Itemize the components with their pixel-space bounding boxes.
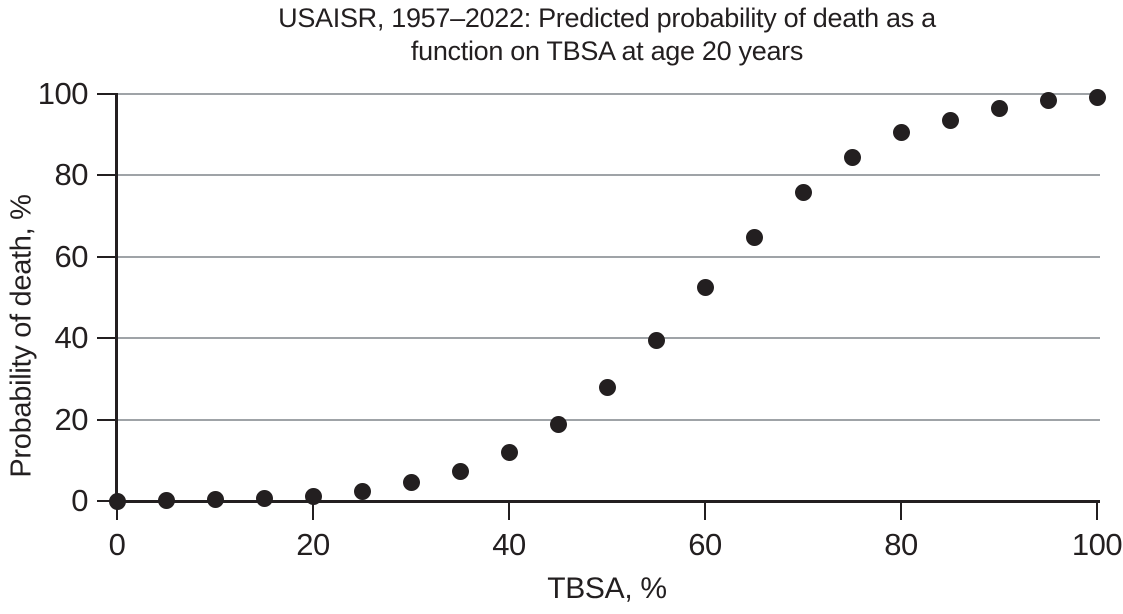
x-tick xyxy=(116,501,118,520)
data-point xyxy=(843,149,861,167)
y-gridline xyxy=(117,256,1100,258)
y-tick xyxy=(97,93,117,95)
data-point xyxy=(206,491,224,509)
chart-title-line1: USAISR, 1957–2022: Predicted probability… xyxy=(278,3,936,33)
y-tick xyxy=(97,337,117,339)
y-tick-label: 20 xyxy=(54,402,89,437)
chart-title-line2: function on TBSA at age 20 years xyxy=(410,36,804,66)
data-point xyxy=(108,492,126,510)
data-point xyxy=(990,99,1008,117)
data-point xyxy=(598,379,616,397)
data-point xyxy=(1039,92,1057,110)
x-axis-title: TBSA, % xyxy=(547,572,667,605)
x-tick xyxy=(312,501,314,520)
data-point xyxy=(647,332,665,350)
data-point xyxy=(255,490,273,508)
data-point xyxy=(451,463,469,481)
x-tick-label: 100 xyxy=(1071,527,1123,562)
y-axis-line xyxy=(115,93,118,504)
x-tick-label: 0 xyxy=(108,527,126,562)
data-point xyxy=(402,474,420,492)
y-tick-label: 40 xyxy=(54,320,89,355)
y-tick-label: 60 xyxy=(54,239,89,274)
y-tick-label: 80 xyxy=(54,157,89,192)
y-tick xyxy=(97,419,117,421)
x-tick xyxy=(1096,501,1098,520)
data-point xyxy=(500,443,518,461)
x-tick xyxy=(900,501,902,520)
data-point xyxy=(941,111,959,129)
data-point xyxy=(157,492,175,510)
y-tick xyxy=(97,174,117,176)
x-tick-label: 40 xyxy=(492,527,526,562)
data-point xyxy=(304,488,322,506)
y-tick-label: 0 xyxy=(71,483,88,518)
y-gridline xyxy=(117,419,1100,421)
chart-title: USAISR, 1957–2022: Predicted probability… xyxy=(107,2,1107,68)
x-tick-label: 60 xyxy=(688,527,722,562)
data-point xyxy=(794,183,812,201)
data-point xyxy=(1088,89,1106,107)
y-gridline xyxy=(117,337,1100,339)
y-tick xyxy=(97,500,117,502)
data-point xyxy=(696,279,714,297)
y-tick-label: 100 xyxy=(37,76,89,111)
data-point xyxy=(549,415,567,433)
x-tick xyxy=(704,501,706,520)
y-gridline xyxy=(117,93,1100,95)
x-tick xyxy=(508,501,510,520)
y-gridline xyxy=(117,174,1100,176)
x-axis-line xyxy=(115,500,1100,503)
data-point xyxy=(892,124,910,142)
x-tick-label: 20 xyxy=(296,527,330,562)
y-tick xyxy=(97,256,117,258)
data-point xyxy=(353,482,371,500)
x-tick-label: 80 xyxy=(884,527,918,562)
data-point xyxy=(745,229,763,247)
